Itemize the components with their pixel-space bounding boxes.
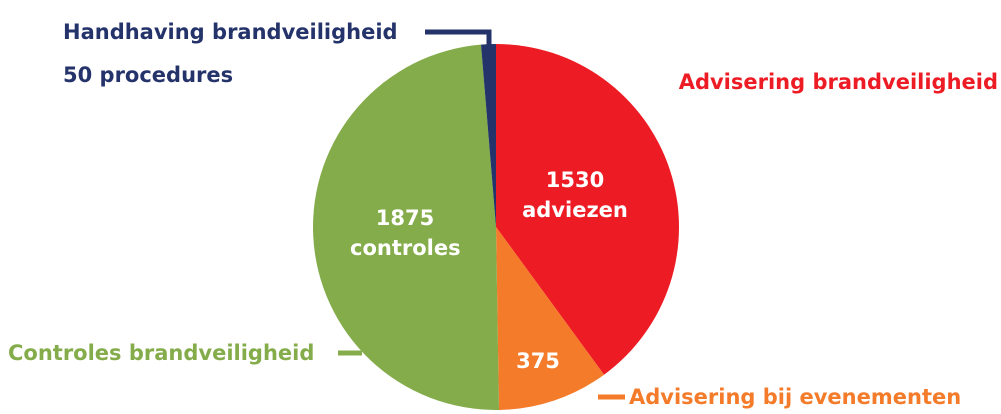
pie-slice xyxy=(496,44,679,375)
category-label: Advisering bij evenementen xyxy=(629,385,962,409)
value-label: 375 xyxy=(516,349,560,373)
category-label: Handhaving brandveiligheid xyxy=(63,20,398,44)
value-label: 50 procedures xyxy=(63,63,234,87)
value-label: 1875 controles xyxy=(350,206,461,260)
category-label: Controles brandveiligheid xyxy=(8,341,315,365)
pie-slice xyxy=(313,44,500,410)
pie-slice xyxy=(496,227,605,410)
category-label: Advisering brandveiligheid xyxy=(678,70,998,94)
leader-line xyxy=(425,29,492,52)
value-label: 1530 adviezen xyxy=(522,168,628,222)
pie-slice xyxy=(481,44,496,227)
